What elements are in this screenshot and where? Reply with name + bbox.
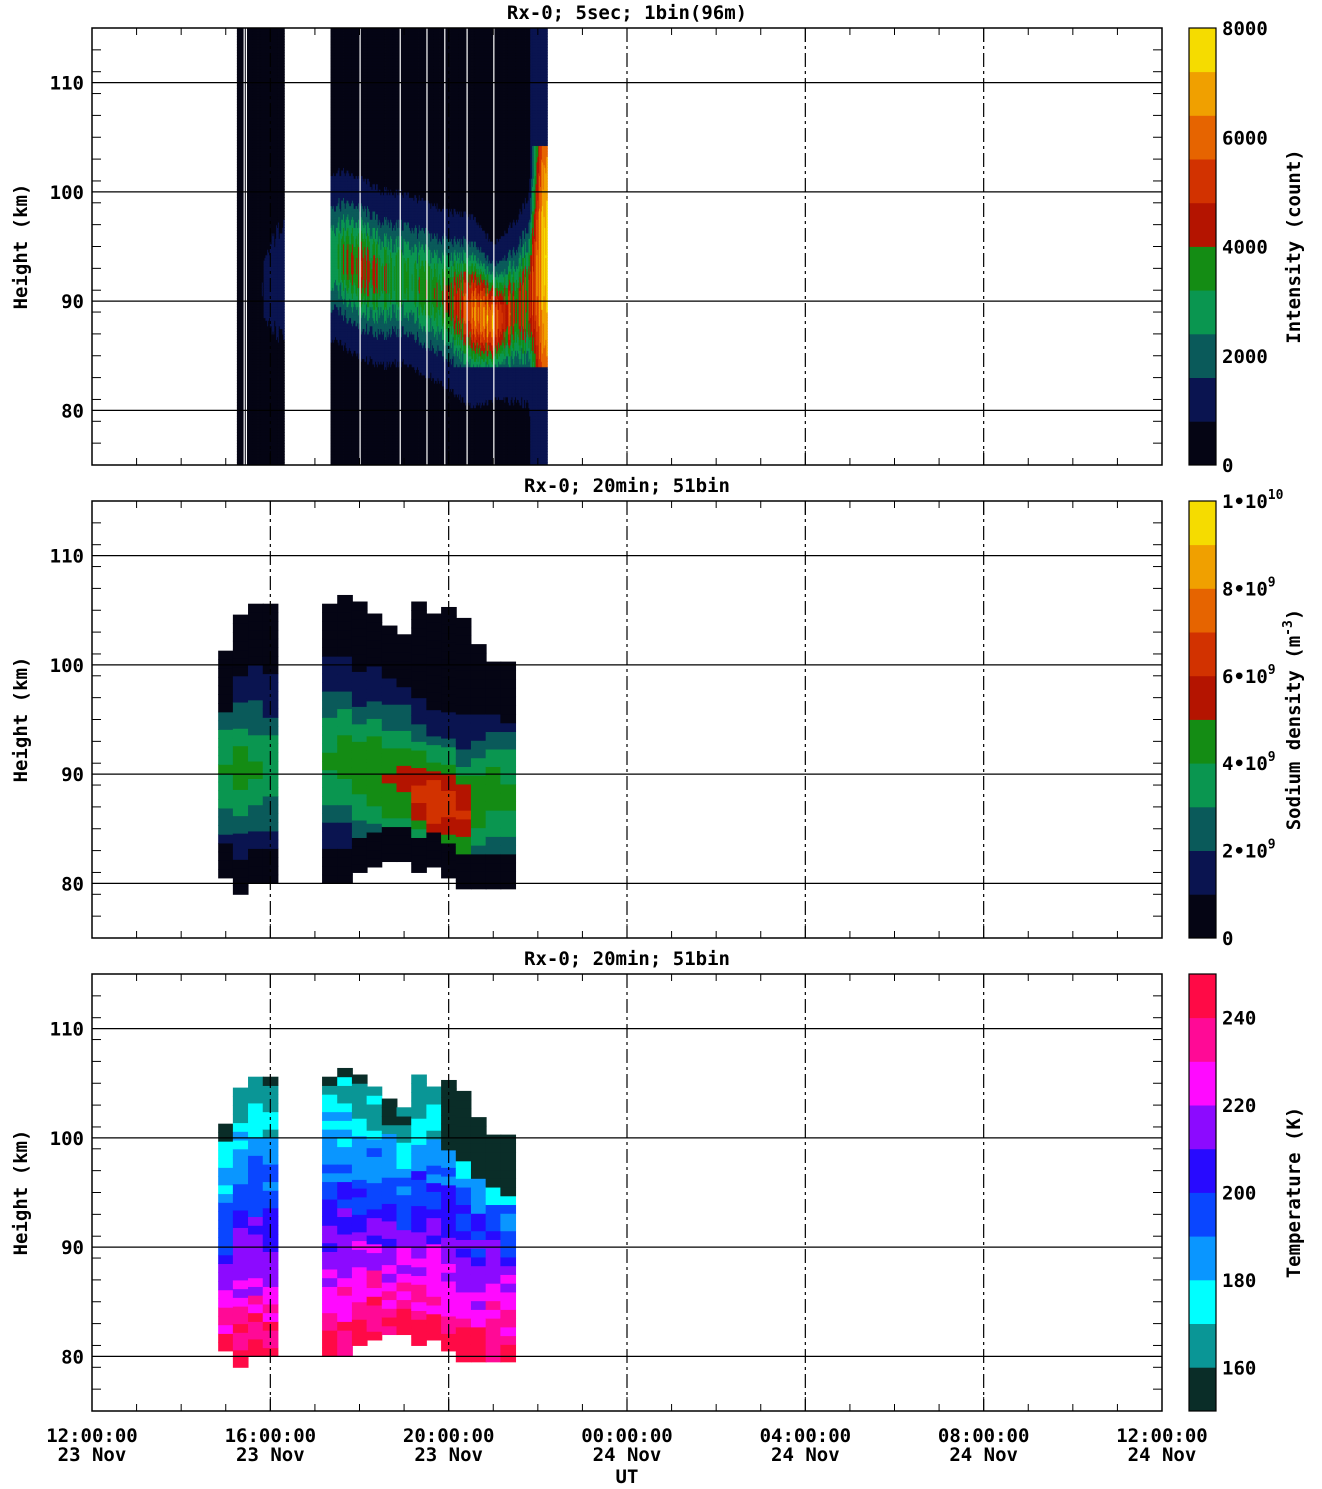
data-layer	[237, 28, 548, 466]
